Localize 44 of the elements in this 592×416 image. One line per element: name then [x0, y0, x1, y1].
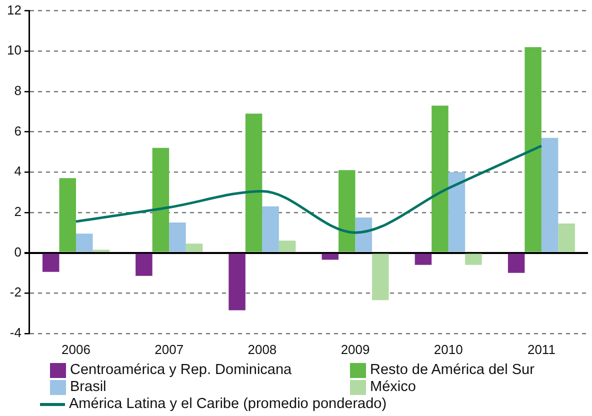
y-tick-label: 12: [6, 2, 22, 18]
bar: [372, 254, 389, 300]
y-tick-label: 10: [6, 42, 22, 58]
bar: [262, 206, 279, 252]
y-tick-label: 2: [14, 204, 22, 220]
bar: [508, 254, 525, 273]
bar: [228, 254, 246, 310]
legend-label: América Latina y el Caribe (promedio ponderado): [69, 396, 387, 413]
bar: [59, 178, 76, 252]
legend-label: Resto de América del Sur: [370, 362, 534, 379]
bar: [169, 222, 186, 252]
bar: [186, 244, 203, 252]
x-tick-label: 2011: [527, 342, 556, 357]
bar: [338, 170, 356, 252]
bar: [524, 47, 542, 252]
legend-label: México: [370, 379, 416, 396]
y-tick-label: 6: [14, 123, 22, 138]
y-tick-label: -4: [10, 324, 22, 340]
y-tick-label: 4: [14, 164, 22, 179]
bar: [42, 254, 60, 272]
bar: [448, 172, 466, 252]
bar: [541, 138, 558, 252]
line-series: [74, 144, 543, 234]
x-tick-label: 2010: [434, 342, 463, 357]
bar: [245, 114, 262, 252]
y-tick-label: 8: [14, 83, 22, 98]
bar: [355, 217, 372, 252]
bar: [414, 254, 432, 265]
bar: [152, 148, 170, 252]
x-tick-label: 2008: [248, 342, 277, 357]
bar: [278, 240, 296, 252]
bar: [136, 254, 152, 276]
bar: [465, 254, 482, 265]
x-tick-label: 2006: [62, 342, 90, 357]
y-tick-label: 0: [14, 244, 22, 260]
bar: [558, 224, 575, 252]
x-tick-label: 2009: [340, 342, 370, 357]
x-tick-label: 2007: [154, 342, 184, 357]
bar: [76, 234, 93, 252]
legend-label: Brasil: [70, 379, 106, 396]
y-tick-label: -2: [10, 284, 22, 300]
bar: [322, 254, 339, 260]
legend-label: Centroamérica y Rep. Dominicana: [70, 362, 292, 379]
bar: [432, 106, 448, 252]
